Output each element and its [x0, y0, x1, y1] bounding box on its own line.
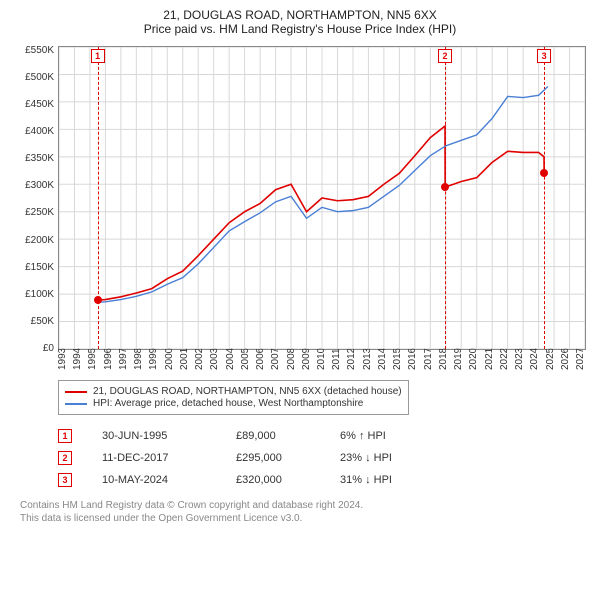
x-tick-label: 1993 [58, 350, 68, 372]
legend-text: HPI: Average price, detached house, West… [93, 398, 363, 409]
legend-line-swatch [65, 391, 87, 393]
event-date: 11-DEC-2017 [102, 452, 212, 464]
event-marker-badge: 1 [58, 429, 72, 443]
x-tick-label: 2027 [576, 350, 586, 372]
x-tick-label: 2013 [363, 350, 373, 372]
x-tick-label: 2024 [530, 350, 540, 372]
x-tick-label: 2010 [317, 350, 327, 372]
x-tick-label: 2003 [210, 350, 220, 372]
footer-line-2: This data is licensed under the Open Gov… [20, 512, 590, 525]
y-tick-label: £150K [10, 263, 54, 273]
x-tick-label: 2019 [454, 350, 464, 372]
legend-line-swatch [65, 403, 87, 405]
x-tick-label: 2016 [408, 350, 418, 372]
x-tick-label: 2002 [195, 350, 205, 372]
x-tick-label: 1995 [88, 350, 98, 372]
footer-line-1: Contains HM Land Registry data © Crown c… [20, 499, 590, 512]
event-marker-on-plot: 2 [438, 49, 452, 63]
legend: 21, DOUGLAS ROAD, NORTHAMPTON, NN5 6XX (… [58, 380, 409, 415]
y-tick-label: £550K [10, 46, 54, 56]
event-marker-on-plot: 3 [537, 49, 551, 63]
y-tick-label: £400K [10, 127, 54, 137]
title-line-1: 21, DOUGLAS ROAD, NORTHAMPTON, NN5 6XX [10, 8, 590, 22]
event-dot [94, 296, 102, 304]
x-tick-label: 1996 [104, 350, 114, 372]
x-tick-label: 2025 [546, 350, 556, 372]
x-tick-label: 1997 [119, 350, 129, 372]
chart-title: 21, DOUGLAS ROAD, NORTHAMPTON, NN5 6XX P… [10, 8, 590, 36]
legend-text: 21, DOUGLAS ROAD, NORTHAMPTON, NN5 6XX (… [93, 386, 402, 397]
event-row: 3 10-MAY-2024 £320,000 31% ↓ HPI [58, 473, 590, 487]
x-tick-label: 2023 [515, 350, 525, 372]
event-dot [540, 169, 548, 177]
x-tick-label: 2020 [469, 350, 479, 372]
x-tick-label: 2012 [347, 350, 357, 372]
x-tick-label: 2005 [241, 350, 251, 372]
x-tick-label: 2022 [500, 350, 510, 372]
event-price: £295,000 [236, 452, 316, 464]
events-table: 1 30-JUN-1995 £89,000 6% ↑ HPI 2 11-DEC-2017 £… [58, 421, 590, 495]
event-marker-badge: 3 [58, 473, 72, 487]
event-price: £320,000 [236, 474, 316, 486]
y-tick-label: £250K [10, 208, 54, 218]
event-row: 2 11-DEC-2017 £295,000 23% ↓ HPI [58, 451, 590, 465]
x-tick-label: 2021 [485, 350, 495, 372]
event-date: 30-JUN-1995 [102, 430, 212, 442]
y-tick-label: £0 [10, 344, 54, 354]
x-tick-label: 2006 [256, 350, 266, 372]
event-dot [441, 183, 449, 191]
legend-item: HPI: Average price, detached house, West… [65, 398, 402, 409]
event-price: £89,000 [236, 430, 316, 442]
x-tick-label: 1999 [149, 350, 159, 372]
x-axis-labels: 1993 1994 1995 1996 1997 1998 1999 2000 2001 2002… [58, 350, 586, 372]
y-tick-label: £450K [10, 100, 54, 110]
event-date: 10-MAY-2024 [102, 474, 212, 486]
x-tick-label: 2015 [393, 350, 403, 372]
title-line-2: Price paid vs. HM Land Registry's House … [10, 22, 590, 36]
x-tick-label: 2011 [332, 350, 342, 372]
event-hpi-delta: 6% ↑ HPI [340, 430, 450, 442]
event-row: 1 30-JUN-1995 £89,000 6% ↑ HPI [58, 429, 590, 443]
x-tick-label: 2018 [439, 350, 449, 372]
x-tick-label: 1994 [73, 350, 83, 372]
y-tick-label: £500K [10, 73, 54, 83]
y-tick-label: £50K [10, 317, 54, 327]
x-tick-label: 2007 [271, 350, 281, 372]
event-hpi-delta: 31% ↓ HPI [340, 474, 450, 486]
legend-item: 21, DOUGLAS ROAD, NORTHAMPTON, NN5 6XX (… [65, 386, 402, 397]
event-marker-badge: 2 [58, 451, 72, 465]
y-tick-label: £300K [10, 181, 54, 191]
x-tick-label: 2009 [302, 350, 312, 372]
x-tick-label: 2004 [226, 350, 236, 372]
x-tick-label: 2014 [378, 350, 388, 372]
y-axis-labels: £550K £500K £450K £400K £350K £300K £250K £200K… [10, 42, 54, 350]
footer-attribution: Contains HM Land Registry data © Crown c… [20, 499, 590, 525]
x-tick-label: 1998 [134, 350, 144, 372]
chart-area: £550K £500K £450K £400K £350K £300K £250K £200K… [10, 42, 590, 372]
x-tick-label: 2008 [287, 350, 297, 372]
y-tick-label: £350K [10, 154, 54, 164]
x-tick-label: 2017 [424, 350, 434, 372]
y-tick-label: £100K [10, 290, 54, 300]
x-tick-label: 2026 [561, 350, 571, 372]
event-marker-on-plot: 1 [91, 49, 105, 63]
plot-area: 1 2 3 [58, 46, 586, 350]
x-tick-label: 2000 [165, 350, 175, 372]
y-tick-label: £200K [10, 236, 54, 246]
event-hpi-delta: 23% ↓ HPI [340, 452, 450, 464]
x-tick-label: 2001 [180, 350, 190, 372]
